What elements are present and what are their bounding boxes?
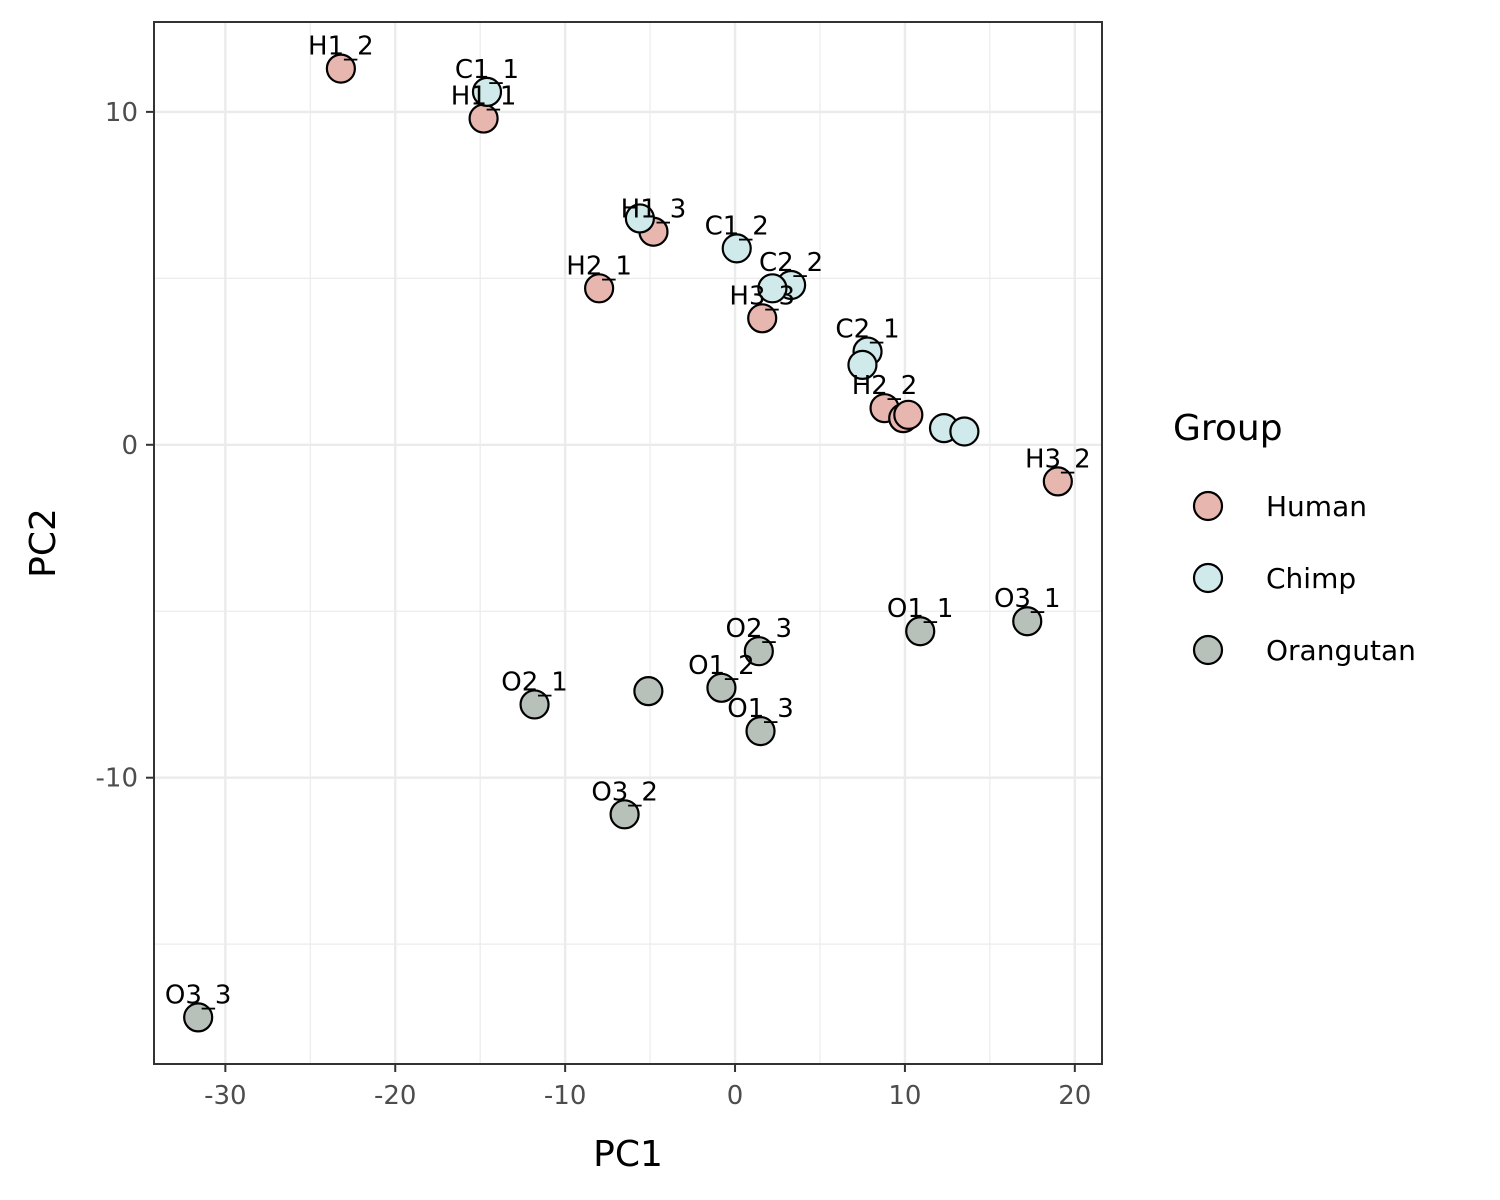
plot-border [153,21,1103,1065]
point-label: O1_3 [727,694,794,724]
point-label: H1_2 [308,32,374,62]
point-label: O2_1 [501,667,568,697]
data-points [183,53,1073,1033]
data-point-human [325,53,356,84]
plot-background [154,22,1102,1064]
point-label: H2_2 [852,371,918,401]
data-point-chimp [757,273,788,304]
point-label: O1_1 [887,594,954,624]
y-tick-label: 10 [105,98,138,128]
point-label: C1_2 [705,211,769,241]
data-point-chimp [624,203,655,234]
grid-major [154,22,1102,1064]
point-label: H1_1 [451,82,517,112]
point-label: H1_3 [621,195,687,225]
data-point-orangutan [743,636,774,667]
point-label: C2_2 [759,248,823,278]
data-point-orangutan [183,1002,214,1033]
legend-label: Chimp [1266,562,1356,595]
point-label: H3_3 [729,281,795,311]
data-point-orangutan [745,715,776,747]
y-tick-label: 0 [121,431,138,461]
data-point-human [893,399,924,430]
y-tick-label: -10 [96,764,138,794]
data-point-human [747,303,778,334]
data-point-orangutan [905,616,936,647]
y-axis-ticks: -10 0 10 [96,98,154,794]
point-label: O2_3 [726,614,793,644]
point-labels: H1_2 H1_1 H1_3 H2_1 H3_3 H2_2 H3_2 C1_1 C1_2 C2_2… [165,32,1091,1011]
legend-key-chimp [1192,562,1224,594]
data-point-orangutan [633,676,664,707]
legend-key-orangutan [1192,634,1224,666]
point-label: O3_1 [994,584,1061,614]
point-label: C1_1 [455,55,519,85]
legend-label: Orangutan [1266,634,1416,667]
x-tick-label: 10 [888,1081,921,1111]
data-point-orangutan [519,689,550,720]
x-tick-label: -30 [204,1081,246,1111]
legend-label: Human [1266,490,1367,523]
x-tick-label: -20 [374,1081,416,1111]
point-label: O3_2 [591,777,658,807]
x-tick-label: 0 [727,1081,744,1111]
y-axis-title: PC2 [23,508,64,578]
x-axis-title: PC1 [593,1134,663,1175]
legend: Group Human Chimp Orangutan [1173,408,1416,667]
x-tick-label: -10 [544,1081,586,1111]
legend-title: Group [1173,408,1283,449]
data-point-chimp [721,233,752,264]
point-label: O1_2 [688,651,755,681]
data-point-orangutan [1012,606,1043,637]
point-label: C2_1 [835,315,899,345]
legend-key-human [1192,490,1224,522]
data-point-orangutan [706,672,737,703]
data-point-human [584,273,615,304]
data-point-chimp [847,349,878,380]
point-label: H2_1 [566,251,632,281]
data-point-chimp [949,416,980,447]
x-axis-ticks: -30 -20 -10 0 10 20 [204,1064,1091,1111]
point-label: O3_3 [165,980,232,1010]
point-label: H3_2 [1025,444,1091,474]
grid-minor [154,22,1102,1064]
data-point-chimp [471,76,503,108]
data-point-orangutan [609,799,640,830]
data-point-human [1042,466,1073,497]
x-tick-label: 20 [1058,1081,1091,1111]
